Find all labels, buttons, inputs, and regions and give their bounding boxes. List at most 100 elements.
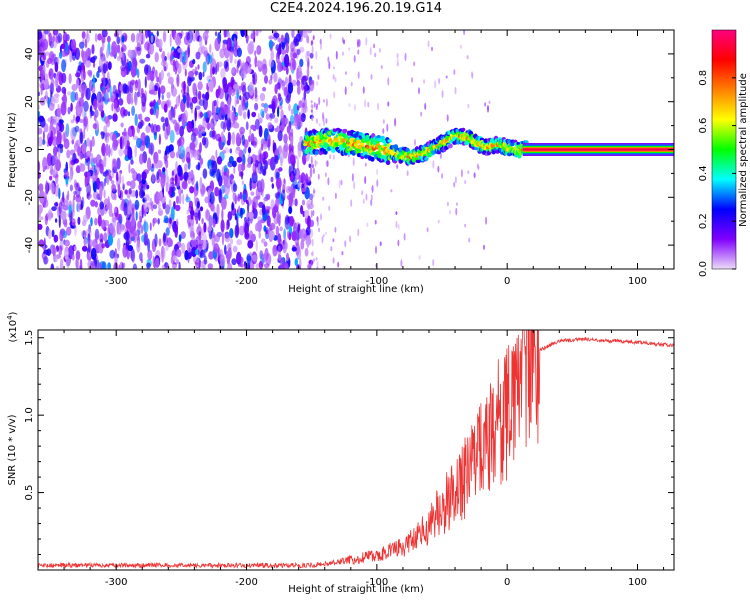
noise-speck: [310, 109, 313, 113]
noise-speck: [111, 180, 115, 185]
noise-speck: [154, 82, 160, 92]
noise-speck: [94, 201, 98, 208]
noise-speck: [396, 164, 399, 169]
noise-speck: [242, 193, 246, 201]
snr-frame: [37, 329, 675, 571]
noise-speck: [290, 133, 294, 147]
noise-speck: [229, 228, 234, 239]
noise-speck: [81, 91, 85, 99]
noise-speck: [38, 127, 43, 135]
noise-speck: [483, 244, 485, 250]
noise-speck: [197, 161, 201, 171]
noise-speck: [70, 119, 75, 124]
noise-speck: [162, 30, 167, 43]
noise-speck: [174, 104, 178, 109]
noise-speck: [426, 227, 429, 233]
noise-speck: [316, 103, 319, 108]
noise-speck: [163, 103, 168, 113]
noise-speck: [103, 232, 108, 242]
noise-speck: [51, 206, 57, 212]
noise-speck: [115, 171, 119, 182]
noise-speck: [86, 182, 91, 197]
noise-speck: [85, 87, 91, 101]
noise-speck: [249, 177, 253, 191]
noise-speck: [170, 206, 175, 220]
noise-speck: [292, 176, 297, 190]
noise-speck: [441, 173, 444, 179]
noise-speck: [62, 93, 68, 105]
ridge-blob: [342, 128, 348, 133]
noise-speck: [38, 216, 44, 221]
noise-speck: [114, 253, 118, 265]
snr-scale-suffix: ): [8, 311, 19, 315]
noise-speck: [357, 49, 360, 55]
noise-speck: [245, 56, 251, 65]
noise-speck: [283, 53, 290, 68]
noise-speck: [103, 74, 106, 88]
noise-speck: [214, 233, 220, 243]
noise-speck: [121, 35, 125, 43]
noise-speck: [207, 224, 212, 234]
noise-speck: [81, 142, 87, 155]
noise-speck: [52, 154, 59, 165]
noise-speck: [146, 262, 151, 269]
noise-speck: [123, 232, 129, 240]
noise-speck: [246, 253, 251, 266]
noise-speck: [259, 92, 266, 102]
noise-speck: [169, 238, 173, 247]
noise-speck: [362, 86, 365, 94]
noise-speck: [318, 227, 321, 233]
noise-speck: [183, 80, 186, 95]
noise-speck: [250, 191, 255, 196]
noise-speck: [107, 196, 110, 210]
noise-speck: [166, 72, 171, 77]
noise-speck: [317, 173, 320, 180]
noise-speck: [292, 52, 298, 59]
noise-speck: [237, 163, 242, 173]
noise-speck: [118, 98, 124, 106]
noise-speck: [90, 199, 96, 207]
noise-speck: [50, 78, 55, 88]
noise-speck: [79, 163, 86, 172]
noise-speck: [275, 171, 280, 180]
noise-speck: [233, 83, 239, 90]
noise-speck: [144, 116, 151, 122]
noise-speck: [321, 236, 324, 244]
snr-x-label: Height of straight line (km): [288, 584, 424, 595]
noise-speck: [229, 238, 234, 245]
noise-speck: [79, 119, 84, 123]
noise-speck: [71, 139, 75, 145]
noise-speck: [87, 160, 90, 171]
ridge-blob: [356, 139, 361, 144]
noise-speck: [60, 210, 67, 221]
noise-speck: [232, 192, 237, 202]
noise-speck: [234, 95, 237, 108]
noise-speck: [160, 69, 164, 81]
noise-speck: [221, 208, 224, 221]
noise-speck: [107, 61, 112, 70]
noise-speck: [129, 81, 134, 94]
noise-speck: [126, 181, 132, 186]
noise-speck: [44, 214, 48, 226]
noise-speck: [157, 218, 160, 225]
noise-speck: [342, 51, 344, 56]
noise-speck: [174, 66, 178, 75]
noise-speck: [420, 111, 423, 117]
noise-speck: [59, 119, 64, 124]
noise-speck: [276, 57, 281, 63]
snr-y-label: SNR (10 * v/v): [7, 414, 18, 485]
noise-speck: [354, 104, 356, 112]
noise-speck: [348, 47, 351, 51]
noise-speck: [147, 249, 153, 261]
noise-speck: [119, 84, 124, 92]
noise-speck: [111, 41, 118, 55]
spectrogram-noise: [38, 30, 491, 269]
x-tick-label: -100: [366, 276, 389, 287]
noise-speck: [194, 71, 199, 75]
noise-speck: [213, 243, 220, 254]
noise-speck: [269, 230, 275, 241]
noise-speck: [91, 44, 95, 55]
noise-speck: [299, 58, 304, 68]
noise-speck: [259, 209, 263, 216]
noise-speck: [473, 172, 476, 179]
